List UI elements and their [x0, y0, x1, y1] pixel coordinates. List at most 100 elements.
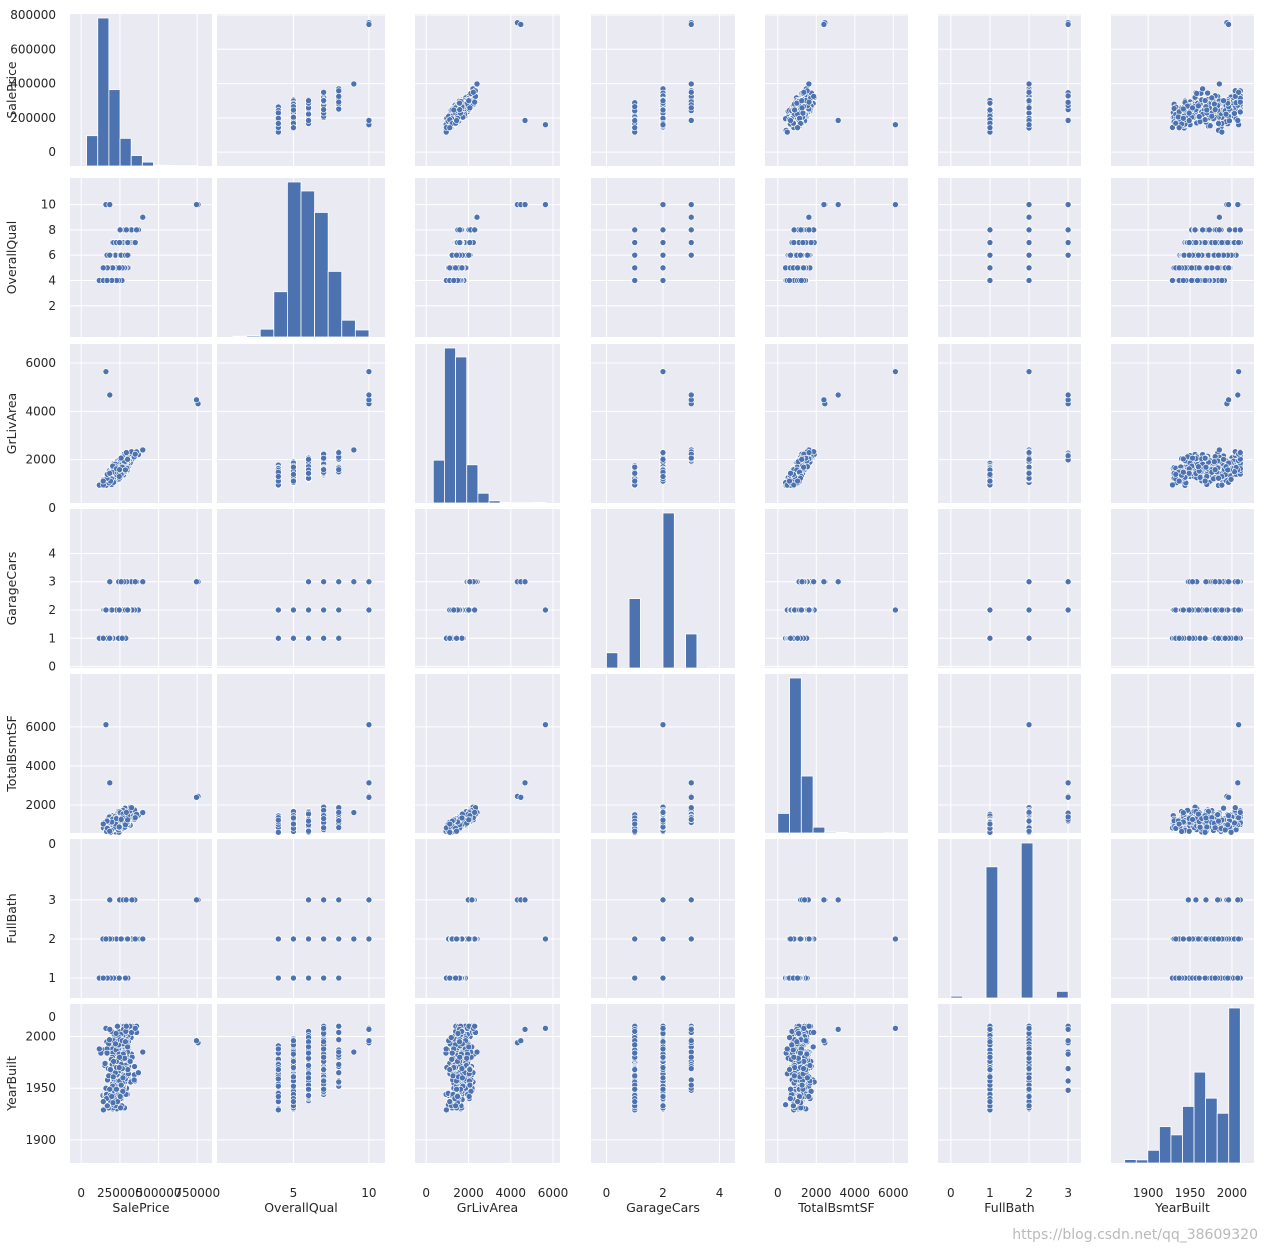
scatter-point	[798, 277, 805, 284]
scatter-point	[465, 97, 473, 105]
scatter-point	[1208, 94, 1216, 102]
scatter-point	[290, 463, 297, 471]
histogram-bar	[327, 271, 343, 338]
scatter-point	[659, 456, 667, 463]
histogram-bar	[444, 347, 456, 504]
scatter-point	[1216, 213, 1223, 221]
scatter-point	[1064, 226, 1072, 234]
histogram-bar	[108, 89, 121, 167]
histogram-bar	[499, 502, 512, 504]
scatter-point	[986, 99, 994, 107]
scatter-point	[1188, 264, 1196, 272]
scatter-point	[1235, 88, 1242, 96]
scatter-point	[1215, 251, 1222, 259]
scatter-point	[350, 80, 358, 88]
scatter-point	[687, 391, 695, 399]
scatter-point	[1236, 98, 1244, 106]
scatter-point	[115, 264, 123, 272]
scatter-point	[790, 226, 798, 234]
scatter-point	[794, 264, 801, 272]
histogram-bar	[97, 17, 110, 167]
scatter-point	[786, 277, 793, 284]
panel-background	[217, 14, 385, 166]
scatter-point	[116, 226, 124, 234]
scatter-point	[124, 251, 131, 259]
scatter-point	[798, 97, 806, 105]
histogram-bar	[119, 137, 132, 167]
scatter-point	[659, 473, 667, 480]
scatter-point	[631, 251, 639, 259]
scatter-point	[1025, 121, 1033, 129]
scatter-point	[453, 251, 460, 259]
histogram-bar	[432, 459, 445, 504]
scatter-point	[1064, 21, 1072, 28]
scatter-point	[456, 239, 464, 246]
scatter-point	[1211, 239, 1219, 246]
scatter-point	[892, 201, 899, 208]
histogram-bar	[466, 464, 479, 504]
scatter-point	[687, 80, 695, 88]
panel-background	[938, 178, 1081, 337]
scatter-point	[631, 463, 639, 471]
histogram-bar	[533, 502, 546, 504]
scatter-point	[1204, 89, 1211, 97]
scatter-point	[1226, 117, 1233, 125]
scatter-point	[453, 117, 460, 124]
scatter-point	[320, 88, 327, 96]
scatter-point	[986, 277, 994, 284]
scatter-point	[446, 264, 454, 272]
scatter-point	[1211, 106, 1219, 113]
scatter-point	[805, 226, 813, 234]
scatter-point	[659, 449, 667, 456]
scatter-point	[1234, 117, 1242, 124]
scatter-point	[320, 106, 327, 113]
scatter-point	[986, 106, 994, 114]
scatter-point	[1236, 226, 1244, 234]
scatter-point	[1064, 239, 1072, 246]
scatter-point	[365, 368, 373, 375]
scatter-point	[1199, 226, 1206, 234]
scatter-point	[99, 264, 107, 272]
scatter-point	[473, 213, 481, 221]
scatter-point	[521, 117, 529, 124]
scatter-point	[290, 106, 297, 114]
panel-OverallQual-vs-OverallQual	[217, 178, 385, 338]
scatter-point	[986, 239, 994, 246]
scatter-point	[521, 201, 529, 208]
panel-background	[765, 14, 908, 166]
scatter-point	[99, 477, 107, 485]
scatter-point	[1025, 264, 1033, 272]
scatter-point	[986, 226, 994, 234]
scatter-point	[794, 124, 801, 131]
scatter-point	[123, 449, 130, 456]
scatter-point	[1218, 239, 1226, 246]
scatter-point	[659, 239, 667, 246]
scatter-point	[335, 449, 343, 456]
scatter-point	[799, 239, 807, 246]
scatter-point	[1064, 201, 1072, 208]
scatter-point	[834, 117, 842, 124]
scatter-point	[1208, 112, 1216, 120]
panel-GrLivArea-vs-OverallQual	[217, 344, 385, 503]
scatter-point	[1225, 21, 1232, 28]
scatter-point	[1195, 113, 1203, 120]
panel-OverallQual-vs-GarageCars	[591, 178, 735, 337]
panel-GrLivArea-vs-TotalBsmtSF	[765, 344, 908, 503]
scatter-point	[787, 117, 794, 124]
histogram-bar	[455, 356, 468, 504]
scatter-point	[1193, 90, 1201, 97]
scatter-point	[1064, 92, 1072, 100]
histogram-bar	[86, 135, 99, 167]
scatter-point	[116, 239, 123, 246]
scatter-point	[1175, 124, 1183, 131]
scatter-point	[659, 368, 667, 375]
histogram-bar	[153, 164, 166, 167]
panel-GrLivArea-vs-GarageCars	[591, 344, 735, 503]
scatter-point	[335, 87, 343, 95]
scatter-point	[1236, 108, 1244, 116]
panel-GrLivArea-vs-SalePrice	[70, 344, 212, 503]
scatter-point	[542, 121, 549, 129]
scatter-point	[1025, 104, 1033, 112]
scatter-point	[122, 466, 129, 474]
scatter-point	[631, 469, 639, 477]
